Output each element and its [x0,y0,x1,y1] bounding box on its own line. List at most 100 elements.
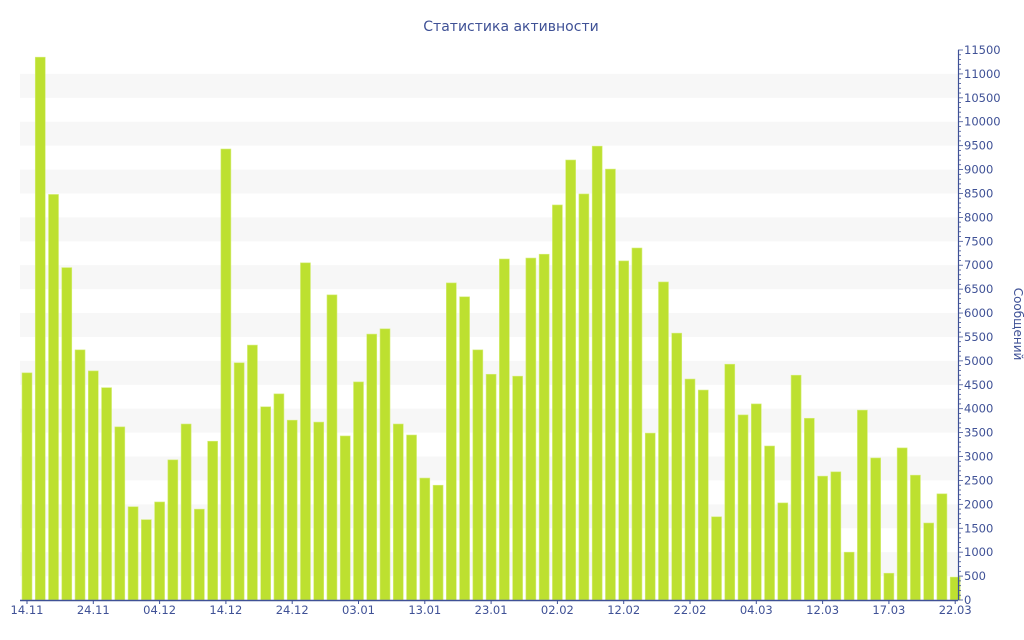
bar [194,508,205,601]
x-tick-label: 12.02 [607,603,640,617]
y-tick-label: 2000 [964,497,993,511]
bar [48,194,59,601]
bar [141,519,152,601]
y-tick-label: 11500 [964,43,1001,57]
bar [207,440,218,601]
bar [923,522,934,601]
bar [552,204,563,601]
x-tick-label: 13.01 [408,603,441,617]
chart-title: Статистика активности [423,19,598,35]
bar [419,477,431,601]
bar [631,247,643,601]
x-tick-label: 22.03 [939,603,972,617]
x-tick-label: 24.11 [77,603,110,617]
bar [61,267,73,601]
x-tick-label: 24.12 [276,603,309,617]
bar [21,372,33,601]
bar [353,381,364,601]
y-tick-label: 6500 [964,282,993,296]
bar [406,434,417,601]
bar [101,387,112,601]
bar [88,370,99,601]
x-tick-label: 04.03 [740,603,773,617]
bar [127,506,139,601]
bar [366,333,378,601]
y-tick-label: 11000 [964,67,1001,81]
grid-band [20,169,958,194]
y-tick-label: 500 [964,569,986,583]
y-tick-label: 1500 [964,521,993,535]
grid-band [20,73,958,98]
bar [724,363,736,601]
bar [910,474,921,601]
bar [247,344,258,601]
bar [817,475,828,601]
bar [843,551,855,601]
bar [74,349,86,601]
x-tick-label: 02.02 [541,603,574,617]
bar [883,572,895,601]
bar [764,445,775,601]
bar [286,419,298,601]
bar [472,349,484,601]
x-tick-label: 14.12 [209,603,242,617]
bar [300,262,311,601]
bar [114,426,126,601]
y-axis-title: Сообщений [1011,288,1024,361]
bar [432,484,444,601]
bar [777,502,789,601]
bar [830,471,842,601]
x-tick-label: 22.02 [674,603,707,617]
y-tick-label: 9500 [964,139,993,153]
bar [750,403,762,601]
x-tick-label: 04.12 [143,603,176,617]
x-tick-label: 17.03 [872,603,905,617]
bar [936,493,948,601]
bar [896,447,908,601]
y-tick-label: 7500 [964,234,993,248]
y-tick-label: 8000 [964,210,993,224]
bar [711,516,722,601]
bars [21,56,961,601]
bar [565,159,576,601]
bar [379,328,391,601]
bar [790,374,802,601]
grid-band [20,265,958,290]
y-tick-label: 1000 [964,545,993,559]
bar [459,296,470,601]
y-tick-label: 8500 [964,186,993,200]
y-tick-label: 7000 [964,258,993,272]
bar [644,432,656,601]
bar [658,281,669,601]
bar [499,258,510,601]
y-tick-label: 3000 [964,450,993,464]
grid-band [20,121,958,146]
grid-band [20,313,958,337]
bar [485,373,497,601]
y-tick-label: 10000 [964,115,1001,129]
x-tick-label: 03.01 [342,603,375,617]
bar [857,409,868,601]
bar [618,260,630,601]
y-axis: 0 500 1000 1500 2000 2500 3000 3500 4000 4500 5000… [957,43,1001,607]
y-tick-label: 5500 [964,330,993,344]
bar [684,378,696,601]
bar [446,282,457,601]
bar [578,193,590,601]
bar [512,375,523,601]
bar [392,423,404,601]
bar [605,168,616,601]
y-tick-label: 0 [964,593,971,607]
bar [326,294,338,601]
bar [167,459,179,601]
bar [313,421,325,601]
bar [870,457,881,601]
bar [154,501,165,601]
bar [804,417,815,601]
bar [538,253,550,601]
y-tick-label: 9000 [964,163,993,177]
bar [737,414,749,601]
y-tick-label: 2500 [964,473,993,487]
bar [671,332,683,601]
